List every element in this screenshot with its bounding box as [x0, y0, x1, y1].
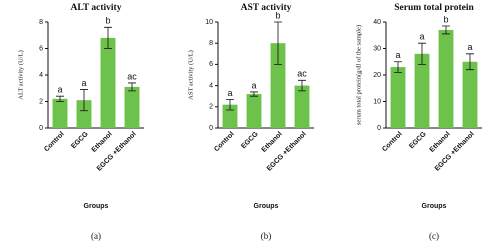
bar	[246, 94, 262, 128]
significance-letter: b	[443, 14, 448, 24]
y-tick-label: 6	[209, 61, 213, 68]
bar	[294, 85, 310, 128]
bar	[462, 61, 478, 128]
x-tick-label: EGCG	[70, 130, 90, 150]
error-bar	[56, 95, 64, 102]
bar	[100, 37, 116, 128]
y-axis-label: serum total protein(g/dl of the sample)	[355, 25, 362, 125]
x-tick-label: Ethanol	[429, 131, 452, 154]
significance-letter: b	[275, 10, 280, 20]
y-tick-label: 10	[205, 19, 213, 26]
significance-letter: a	[227, 88, 232, 98]
x-tick-label: Ethanol	[91, 131, 114, 154]
y-tick-label: 4	[209, 82, 213, 89]
y-tick-label: 2	[39, 98, 43, 105]
significance-letter: ac	[297, 69, 307, 79]
y-tick-label: 4	[39, 72, 43, 79]
error-bar	[298, 79, 306, 92]
caption: (c)	[429, 231, 439, 241]
y-axis-label: AST activity (U/L)	[187, 50, 194, 100]
significance-letter: a	[57, 85, 62, 95]
x-tick-label: Control	[43, 131, 66, 154]
y-tick-label: 0	[377, 125, 381, 132]
error-bar	[128, 82, 136, 92]
y-tick-label: 6	[39, 45, 43, 52]
error-bar	[226, 98, 234, 111]
significance-letter: a	[467, 42, 472, 52]
chart-title: ALT activity	[71, 3, 122, 13]
bar	[390, 67, 406, 128]
x-tick-label: Control	[213, 131, 236, 154]
caption: (a)	[91, 231, 101, 241]
y-tick-label: 8	[39, 19, 43, 26]
x-tick-label: Ethanol	[261, 131, 284, 154]
error-bar	[250, 91, 258, 97]
significance-letter: a	[251, 80, 256, 90]
y-tick-label: 0	[209, 125, 213, 132]
error-bar	[104, 26, 112, 49]
bar	[76, 100, 92, 128]
error-bar	[442, 25, 450, 35]
x-tick-label: EGCG	[408, 130, 428, 150]
error-bar	[80, 89, 88, 112]
error-bar	[418, 42, 426, 65]
significance-letter: ac	[127, 71, 137, 81]
bar	[414, 53, 430, 128]
chart-title: AST activity	[241, 3, 292, 13]
error-bar	[394, 61, 402, 73]
x-axis-label: Groups	[254, 203, 279, 210]
y-tick-label: 10	[373, 98, 381, 105]
bar	[222, 104, 238, 128]
y-tick-label: 30	[373, 45, 381, 52]
y-tick-label: 0	[39, 125, 43, 132]
x-tick-label: EGCG	[240, 130, 260, 150]
error-bar	[274, 21, 282, 65]
significance-letter: b	[105, 16, 110, 26]
y-tick-label: 2	[209, 104, 213, 111]
significance-letter: a	[395, 50, 400, 60]
significance-letter: a	[81, 78, 86, 88]
y-tick-label: 8	[209, 40, 213, 47]
x-axis-label: Groups	[84, 203, 109, 210]
significance-letter: a	[419, 32, 424, 42]
x-tick-label: Control	[381, 131, 404, 154]
x-axis-label: Groups	[422, 203, 447, 210]
caption: (b)	[261, 231, 272, 241]
error-bar	[466, 53, 474, 71]
bar	[124, 86, 140, 128]
y-tick-label: 20	[373, 72, 381, 79]
bar	[52, 98, 68, 128]
y-axis-label: ALT activity (U/L)	[17, 50, 24, 99]
y-tick-label: 40	[373, 19, 381, 26]
chart-title: Serum total protein	[394, 3, 474, 13]
bar	[438, 29, 454, 129]
